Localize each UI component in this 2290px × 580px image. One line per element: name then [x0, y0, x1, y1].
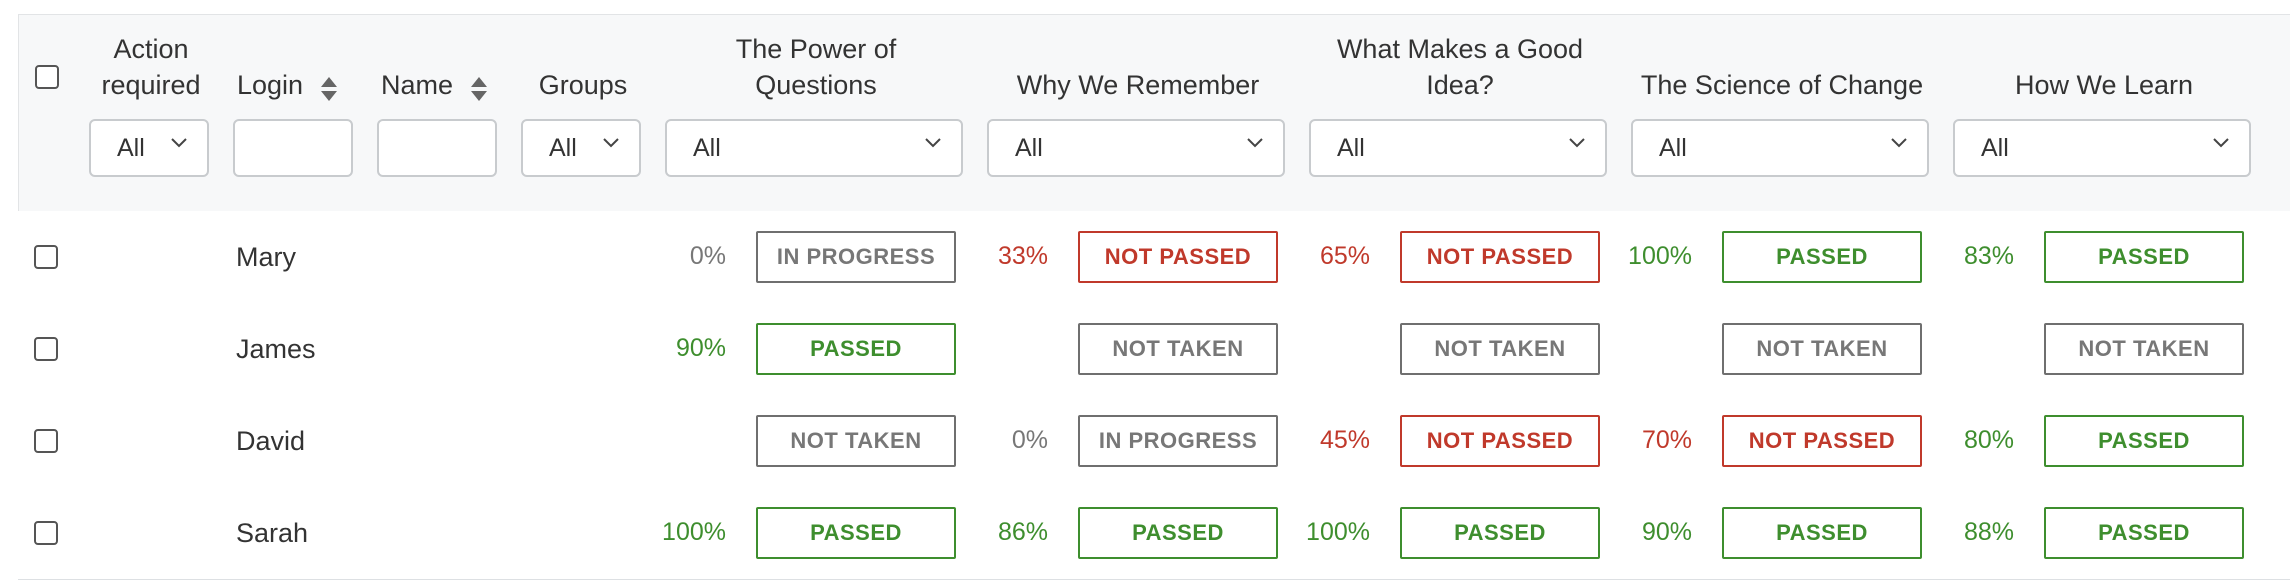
chevron-down-icon — [925, 137, 941, 151]
score-percent: 86% — [997, 518, 1048, 546]
status-badge: IN PROGRESS — [756, 231, 956, 283]
table-row: James 90% PASSED NOT TAKEN NOT TAKEN NOT TAKE… — [18, 303, 2290, 396]
name-filter-input[interactable] — [377, 119, 497, 177]
score-percent: 100% — [662, 518, 726, 546]
row-select-checkbox[interactable] — [34, 429, 58, 453]
row-select-checkbox[interactable] — [34, 245, 58, 269]
status-badge: NOT TAKEN — [1078, 323, 1278, 375]
course-4-filter-select[interactable]: All — [1631, 119, 1929, 177]
status-badge: NOT TAKEN — [1400, 323, 1600, 375]
course-2-filter-select[interactable]: All — [987, 119, 1285, 177]
status-badge: NOT PASSED — [1078, 231, 1278, 283]
column-course-4: The Science of Change All — [1631, 15, 1933, 211]
course-5-filter-select[interactable]: All — [1953, 119, 2251, 177]
select-value: All — [1337, 134, 1365, 162]
status-badge: IN PROGRESS — [1078, 415, 1278, 467]
score-percent: 100% — [1628, 242, 1692, 270]
row-select-checkbox[interactable] — [34, 521, 58, 545]
select-value: All — [1981, 134, 2009, 162]
chevron-down-icon — [1891, 137, 1907, 151]
row-login: James — [236, 334, 316, 364]
login-filter-input[interactable] — [233, 119, 353, 177]
select-value: All — [1659, 134, 1687, 162]
course-3-filter-select[interactable]: All — [1309, 119, 1607, 177]
column-course-3: What Makes a Good Idea? All — [1309, 15, 1611, 211]
score-percent: 90% — [675, 334, 726, 362]
chevron-down-icon — [1247, 137, 1263, 151]
sort-icon[interactable] — [321, 77, 338, 101]
status-badge: PASSED — [1722, 231, 1922, 283]
chevron-down-icon — [1569, 137, 1585, 151]
status-badge: PASSED — [756, 507, 956, 559]
select-value: All — [549, 134, 577, 162]
table-row: Mary 0% IN PROGRESS 33% NOT PASSED 65% NOT PAS… — [18, 211, 2290, 304]
score-percent: 45% — [1319, 426, 1370, 454]
row-login: Sarah — [236, 518, 309, 548]
score-percent: 65% — [1319, 242, 1370, 270]
column-course-1: The Power of Questions All — [665, 15, 967, 211]
column-course-2: Why We Remember All — [987, 15, 1289, 211]
column-header-label: Groups — [538, 70, 628, 100]
column-action-required: Action required All — [89, 15, 213, 211]
column-header-label: The Power of Questions — [735, 34, 897, 100]
column-groups: Groups All — [521, 15, 645, 211]
column-course-5: How We Learn All — [1953, 15, 2255, 211]
status-badge: PASSED — [1400, 507, 1600, 559]
status-badge: PASSED — [2044, 231, 2244, 283]
column-header-label: The Science of Change — [1640, 70, 1924, 100]
column-header-label: Why We Remember — [1016, 70, 1260, 100]
status-badge: PASSED — [1078, 507, 1278, 559]
status-badge: PASSED — [2044, 507, 2244, 559]
column-header-name[interactable]: Name — [381, 31, 501, 103]
select-value: All — [693, 134, 721, 162]
score-percent: 90% — [1641, 518, 1692, 546]
chevron-down-icon — [603, 137, 619, 151]
select-value: All — [1015, 134, 1043, 162]
column-header-label: Action required — [101, 34, 201, 100]
status-badge: NOT TAKEN — [1722, 323, 1922, 375]
groups-filter-select[interactable]: All — [521, 119, 641, 177]
results-table: Action required All Login Name Groups A — [18, 14, 2290, 580]
select-value: All — [117, 134, 145, 162]
status-badge: NOT PASSED — [1400, 231, 1600, 283]
score-percent: 0% — [1011, 426, 1048, 454]
table-header: Action required All Login Name Groups A — [18, 14, 2290, 212]
column-header-label: Name — [381, 70, 454, 100]
sort-icon[interactable] — [471, 77, 488, 101]
score-percent: 0% — [689, 242, 726, 270]
status-badge: NOT TAKEN — [2044, 323, 2244, 375]
course-1-filter-select[interactable]: All — [665, 119, 963, 177]
status-badge: NOT PASSED — [1400, 415, 1600, 467]
score-percent: 70% — [1641, 426, 1692, 454]
chevron-down-icon — [2213, 137, 2229, 151]
column-header-login[interactable]: Login — [237, 31, 357, 103]
column-header-label: What Makes a Good Idea? — [1336, 34, 1584, 100]
score-percent: 83% — [1963, 242, 2014, 270]
chevron-down-icon — [171, 137, 187, 151]
column-login: Login — [233, 15, 357, 211]
score-percent: 33% — [997, 242, 1048, 270]
column-header-label: Login — [237, 70, 304, 100]
score-percent: 80% — [1963, 426, 2014, 454]
select-all-checkbox[interactable] — [35, 65, 59, 89]
column-name: Name — [377, 15, 501, 211]
status-badge: PASSED — [2044, 415, 2244, 467]
status-badge: NOT PASSED — [1722, 415, 1922, 467]
column-header-label: How We Learn — [2014, 70, 2194, 100]
table-row: Sarah 100% PASSED 86% PASSED 100% PASSED 90% PAS… — [18, 487, 2290, 580]
status-badge: PASSED — [756, 323, 956, 375]
row-login: Mary — [236, 242, 296, 272]
score-percent: 100% — [1306, 518, 1370, 546]
row-select-checkbox[interactable] — [34, 337, 58, 361]
action-required-filter-select[interactable]: All — [89, 119, 209, 177]
status-badge: NOT TAKEN — [756, 415, 956, 467]
row-login: David — [236, 426, 306, 456]
status-badge: PASSED — [1722, 507, 1922, 559]
table-row: David NOT TAKEN 0% IN PROGRESS 45% NOT PASSED… — [18, 395, 2290, 488]
score-percent: 88% — [1963, 518, 2014, 546]
